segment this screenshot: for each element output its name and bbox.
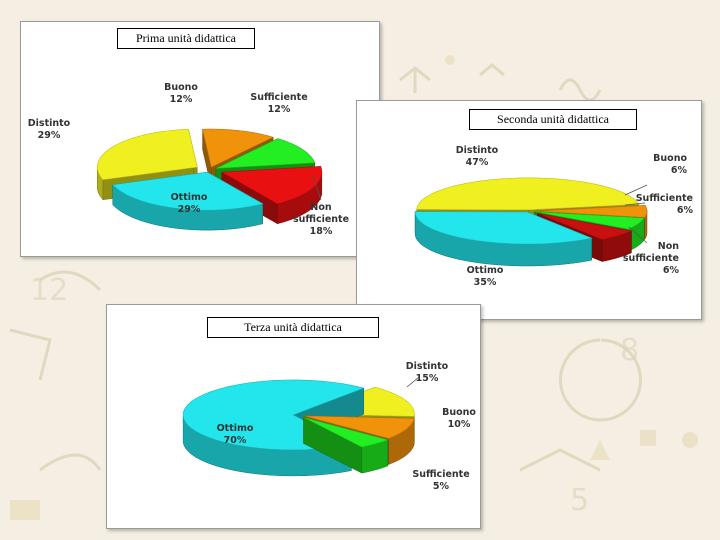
pie-slice-ottimo [414,211,593,267]
data-label: Distinto 15% [406,361,449,384]
data-label: Sufficiente 5% [412,469,469,492]
data-label: Buono 12% [164,82,198,105]
pie-slice-sufficiente [303,416,389,474]
slice-top [414,211,593,245]
slice-top [537,213,633,240]
data-label: Buono 10% [442,407,476,430]
data-label: Non sufficiente 18% [293,202,349,237]
slice-top [534,205,648,218]
pie-chart-prima: Buono 12% Sufficiente 12% Non sufficiente 18% O… [28,82,349,237]
chart-title: Prima unità didattica [117,28,255,49]
data-label: Buono 6% [653,153,687,176]
slice-top [202,128,274,168]
chart-panel-seconda: Seconda unità didattica Buono 6% Sufficien… [356,100,702,320]
leader-line [312,176,322,201]
svg-text:5: 5 [570,483,589,518]
pie-chart-seconda: Buono 6% Sufficiente 6% Non sufficiente 6% Otti… [414,145,694,288]
svg-text:12: 12 [30,273,68,308]
data-label: Ottimo 29% [171,192,208,215]
data-label: Ottimo 35% [467,265,504,288]
slice-top [112,171,264,211]
chart-title: Terza unità didattica [207,317,379,338]
leader-line [624,184,648,196]
data-label: Sufficiente 6% [636,193,694,216]
slice-top [304,415,415,439]
data-label: Distinto 47% [456,145,499,168]
chart-panel-prima: Prima unità didattica Buono 12% Sufficient… [20,21,380,257]
leader-line [628,226,648,244]
slice-top [303,417,389,448]
slice-top [416,177,640,211]
slice-top [534,211,645,230]
data-label: Distinto 29% [28,118,71,141]
slice-top [96,128,198,181]
pie-slice-ottimo [112,171,264,231]
slice-top [220,166,323,205]
data-label: Sufficiente 12% [250,92,307,115]
chart-panel-terza: Terza unità didattica Distinto 15% Buono 10… [106,304,481,529]
pie-chart-terza: Distinto 15% Buono 10% Sufficiente 5% Ottimo 70… [182,361,476,492]
leader-line [624,202,646,206]
data-label: Ottimo 70% [217,423,254,446]
leader-line [406,376,420,388]
data-label: Non sufficiente 6% [623,241,680,276]
chart-title: Seconda unità didattica [469,109,637,130]
slice-top [215,138,316,169]
svg-text:8: 8 [620,333,639,368]
